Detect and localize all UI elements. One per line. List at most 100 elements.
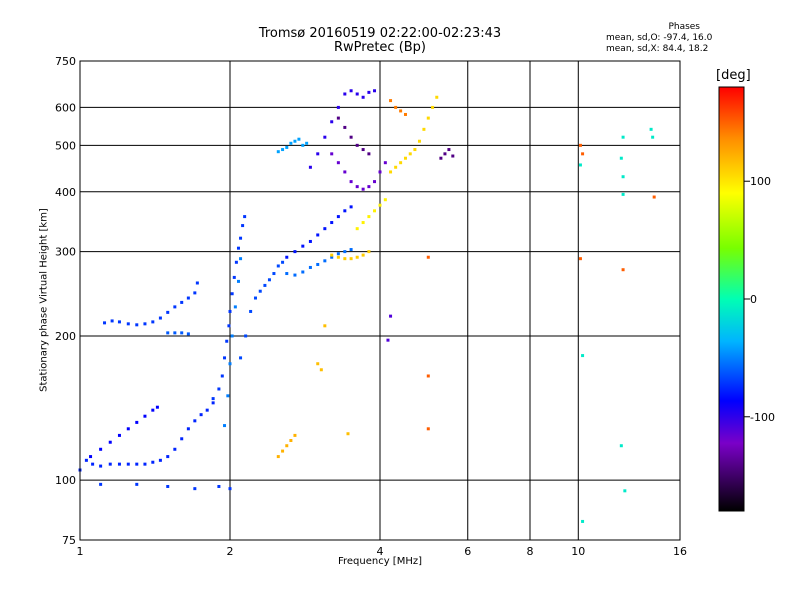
data-point [426,374,430,378]
data-point [223,356,227,360]
data-point [349,135,353,139]
data-point [578,143,582,147]
data-point [166,484,170,488]
data-point [343,92,347,96]
data-point [228,362,232,366]
data-point [285,145,289,149]
data-point [330,253,334,257]
chart-subtitle: RwPretec (Bp) [333,40,427,55]
data-point [316,362,320,366]
data-point [621,135,625,139]
data-point [233,305,237,309]
data-point [399,161,403,165]
x-axis-label: Frequency [MHz] [337,556,423,567]
data-point [623,489,627,493]
data-point [581,152,585,156]
data-point [651,135,655,139]
data-point [239,236,243,240]
data-point [232,275,236,279]
data-point [220,374,224,378]
data-point [330,255,334,259]
y-tick-label: 100 [55,474,76,487]
data-point [408,152,412,156]
data-point [143,322,147,326]
data-point [166,455,170,459]
data-point [166,331,170,335]
data-point [293,250,297,254]
data-point [226,394,230,398]
data-point [301,244,305,248]
data-point [108,462,112,466]
data-point [103,321,107,325]
data-point [373,180,377,184]
data-point [355,185,359,189]
data-point [110,319,114,323]
data-point [319,368,323,372]
data-point [241,224,245,228]
data-point [223,424,227,428]
data-point [621,268,625,272]
data-point [281,148,285,152]
data-point [173,331,177,335]
data-point [426,255,430,259]
data-point [578,257,582,261]
colorbar-ticks: 100 0 -100 [744,175,775,424]
data-point [195,281,199,285]
x-tick-label: 6 [464,545,471,558]
data-point [343,125,347,129]
data-point [89,455,93,459]
data-point [253,296,257,300]
data-point [343,257,347,261]
data-point [236,246,240,250]
data-point [193,487,197,491]
data-point [323,135,327,139]
data-point [346,432,350,436]
data-point [301,270,305,274]
data-point [227,324,231,328]
data-point [336,161,340,165]
data-point [267,278,271,282]
data-point [285,255,289,259]
y-tick-label: 500 [55,139,76,152]
y-tick-label: 750 [55,55,76,68]
data-point [373,209,377,213]
data-point [258,289,262,293]
data-point [349,89,353,93]
data-point [155,405,159,409]
data-point [217,387,221,391]
data-point [239,356,243,360]
data-point [361,148,365,152]
data-point [126,427,130,431]
data-point [135,420,139,424]
data-point [389,314,393,318]
y-tick-label: 600 [55,101,76,114]
data-point [249,309,253,313]
x-tick-label: 4 [377,545,384,558]
x-tick-label: 2 [227,545,234,558]
data-point [330,120,334,124]
x-tick-labels: 1 2 4 6 8 10 16 [77,545,688,558]
data-point [99,447,103,451]
data-point [367,185,371,189]
data-point [289,141,293,145]
data-point [417,139,421,143]
data-point [361,253,365,257]
data-point [99,464,103,468]
data-point [361,95,365,99]
data-point [151,460,155,464]
data-point [355,92,359,96]
data-point [186,296,190,300]
data-point [383,161,387,165]
data-point [186,427,190,431]
data-point [413,148,417,152]
data-point [143,414,147,418]
data-point [451,154,455,158]
colorbar [718,86,745,512]
data-point [228,487,232,491]
data-point [349,180,353,184]
data-point [117,433,121,437]
data-point [343,209,347,213]
data-point [330,221,334,225]
data-point [367,152,371,156]
